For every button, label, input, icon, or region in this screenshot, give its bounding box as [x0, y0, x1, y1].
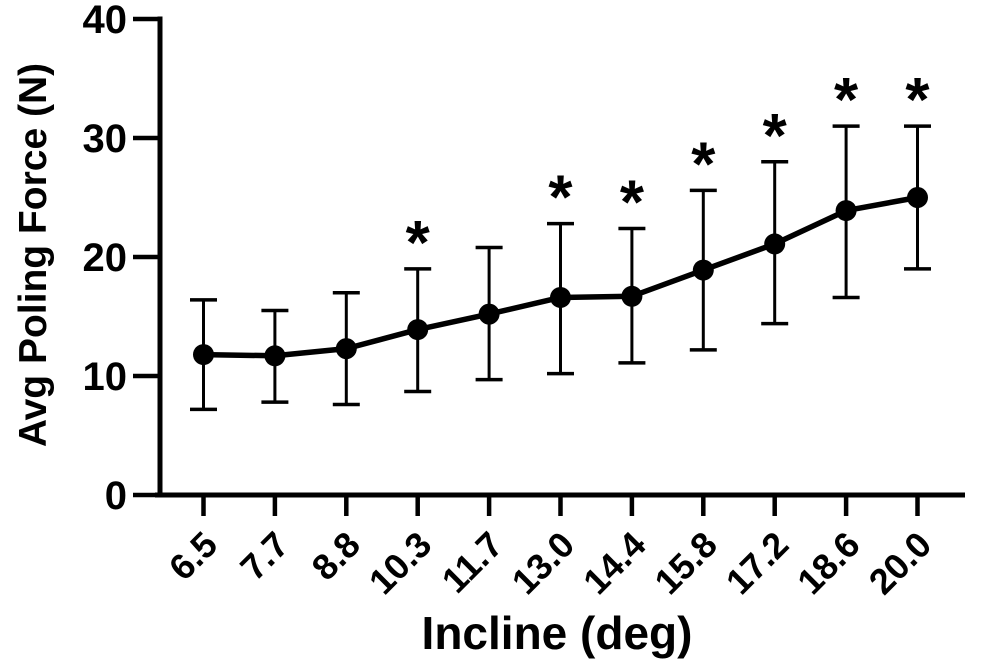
x-tick-label: 6.5 — [161, 524, 225, 588]
data-point — [407, 319, 429, 341]
y-tick-label: 20 — [83, 236, 128, 280]
data-point — [550, 286, 571, 308]
significance-asterisk: * — [763, 102, 788, 171]
significance-asterisk: * — [620, 168, 645, 237]
data-point — [835, 200, 857, 222]
y-tick-label: 30 — [83, 117, 128, 161]
x-tick-label: 10.3 — [361, 524, 440, 603]
significance-asterisk: * — [905, 66, 930, 135]
significance-asterisk: * — [691, 130, 716, 199]
x-axis-title: Incline (deg) — [421, 607, 693, 659]
x-tick-label: 7.7 — [232, 524, 296, 588]
x-tick-label: 15.8 — [646, 524, 725, 603]
x-tick-label: 20.0 — [861, 524, 940, 603]
x-tick-label: 11.7 — [434, 524, 511, 601]
y-tick-label: 0 — [105, 474, 127, 518]
x-tick-label: 8.8 — [304, 524, 368, 588]
data-point — [478, 303, 500, 325]
y-axis-title: Avg Poling Force (N) — [12, 62, 55, 448]
significance-asterisk: * — [834, 66, 859, 135]
x-tick-label: 18.6 — [789, 524, 868, 603]
x-tick-label: 14.4 — [575, 524, 654, 603]
data-point — [264, 345, 286, 367]
significance-asterisk: * — [548, 164, 573, 233]
data-point — [907, 187, 928, 208]
x-tick-label: 17.2 — [718, 524, 797, 603]
data-point — [193, 344, 214, 366]
data-point — [692, 259, 714, 281]
data-point — [335, 338, 357, 360]
data-point — [621, 285, 643, 307]
significance-asterisk: * — [406, 209, 431, 278]
y-tick-label: 40 — [83, 0, 128, 42]
y-tick-label: 10 — [83, 355, 128, 399]
x-tick-label: 13.0 — [504, 524, 583, 603]
data-point — [764, 233, 786, 255]
